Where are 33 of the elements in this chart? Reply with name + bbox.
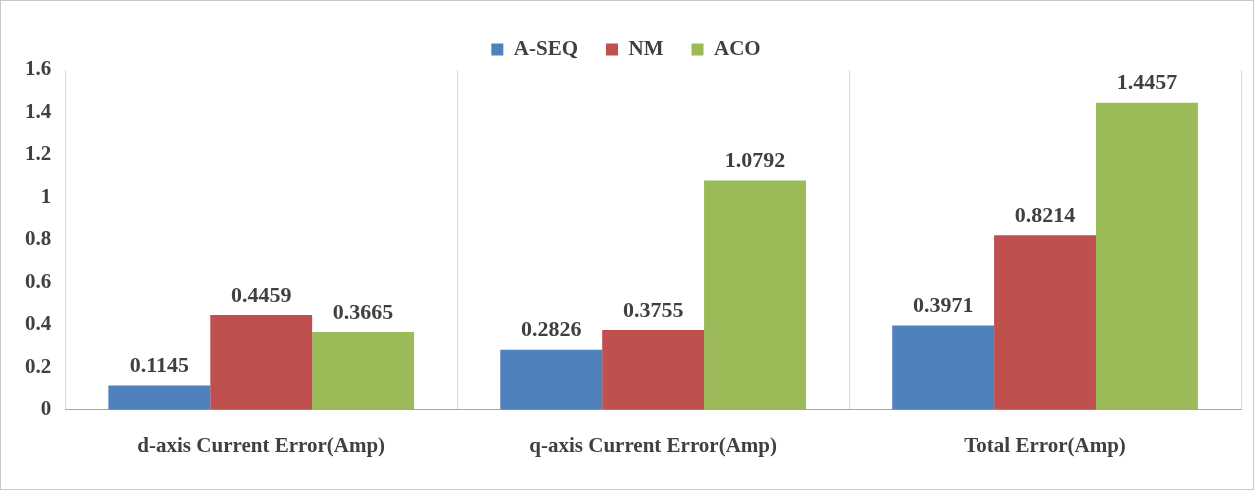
y-tick-label: 0.6 <box>25 268 52 293</box>
data-label: 0.3665 <box>332 298 394 324</box>
bar <box>602 330 705 410</box>
y-tick-label: 1.4 <box>25 98 52 123</box>
bar <box>892 325 995 410</box>
y-tick-label: 0.4 <box>25 311 52 336</box>
bar <box>994 235 1096 410</box>
y-tick-label: 0.2 <box>25 353 52 378</box>
y-tick-label: 1.2 <box>25 141 52 166</box>
legend-label: ACO <box>714 35 761 60</box>
bar <box>704 180 806 410</box>
y-tick-label: 0.8 <box>25 226 52 251</box>
bar <box>1095 102 1198 410</box>
bar <box>312 331 415 410</box>
x-tick-label: Total Error(Amp) <box>964 432 1126 457</box>
data-label: 0.1145 <box>129 352 189 378</box>
legend-label: NM <box>628 35 664 60</box>
data-label: 0.8214 <box>1014 202 1076 228</box>
bar <box>500 349 603 410</box>
data-label: 1.0792 <box>724 147 786 173</box>
x-tick-label: q-axis Current Error(Amp) <box>529 432 777 457</box>
y-tick-label: 1 <box>40 183 52 208</box>
data-label: 0.2826 <box>520 316 582 342</box>
bar <box>210 315 313 410</box>
data-label: 0.3755 <box>622 296 684 322</box>
bar <box>108 385 211 410</box>
legend-label: A-SEQ <box>513 35 579 60</box>
y-tick-label: 0 <box>40 396 52 421</box>
x-tick-label: d-axis Current Error(Amp) <box>137 432 386 457</box>
y-tick-label: 1.6 <box>25 56 52 81</box>
data-label: 1.4457 <box>1116 69 1178 95</box>
data-label: 0.3971 <box>912 292 974 318</box>
data-label: 0.4459 <box>230 281 292 307</box>
